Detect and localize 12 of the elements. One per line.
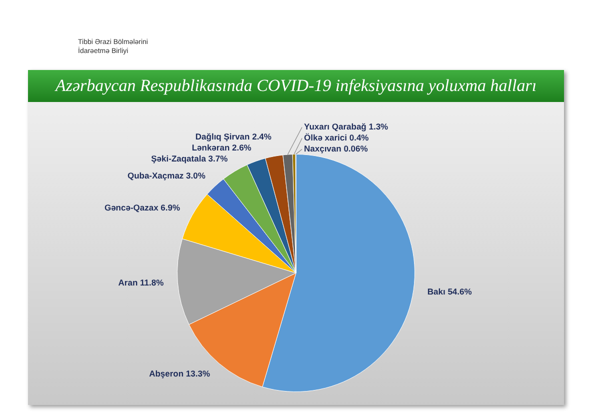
- slice-label: Quba-Xaçmaz 3.0%: [127, 170, 206, 180]
- slice-label: Yuxarı Qarabağ 1.3%: [304, 122, 389, 132]
- chart-title: Azərbaycan Respublikasında COVID-19 infeksiyasına yoluxma halları: [28, 70, 564, 102]
- slice-label: Aran 11.8%: [118, 278, 164, 288]
- slice-label: Ölkə xarici 0.4%: [304, 132, 370, 143]
- slice-label: Lənkəran 2.6%: [192, 142, 252, 152]
- slice-label: Abşeron 13.3%: [149, 368, 210, 378]
- slice-label: Gəncə-Qazax 6.9%: [104, 202, 181, 213]
- slice-label: Bakı 54.6%: [427, 286, 472, 296]
- slice-label: Naxçıvan 0.06%: [304, 144, 368, 154]
- slice-label: Dağlıq Şirvan 2.4%: [195, 131, 272, 142]
- slice-label: Şəki-Zaqatala 3.7%: [151, 154, 228, 164]
